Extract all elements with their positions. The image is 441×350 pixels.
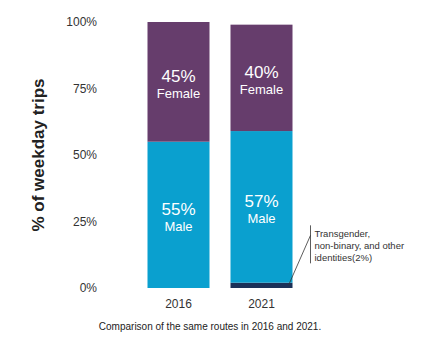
y-tick-label: 25% bbox=[73, 215, 97, 229]
segment-name: Female bbox=[240, 82, 283, 97]
bar-segment bbox=[231, 25, 293, 131]
annotation-line: identities bbox=[315, 252, 353, 263]
data-label: 40% bbox=[244, 63, 278, 82]
segment-name: Male bbox=[164, 219, 192, 234]
bar-segment bbox=[148, 142, 210, 288]
annotation-line: non-binary, and other bbox=[315, 240, 405, 251]
chart: 0%25%50%75%100%% of weekday trips55%Male… bbox=[0, 0, 441, 350]
leader-line bbox=[289, 235, 311, 285]
data-label: 57% bbox=[244, 192, 278, 211]
annotation-line: Transgender, bbox=[315, 228, 371, 239]
bar-segment bbox=[231, 131, 293, 283]
annotation-value: (2%) bbox=[352, 252, 372, 263]
bars bbox=[148, 22, 293, 288]
x-tick-label: 2016 bbox=[165, 297, 192, 311]
data-label: 55% bbox=[161, 200, 195, 219]
annotation-bracket bbox=[310, 225, 311, 263]
y-tick-label: 50% bbox=[73, 148, 97, 162]
annotation-name: Transgender,non-binary, and otheridentit… bbox=[315, 228, 405, 263]
y-tick-label: 0% bbox=[80, 281, 98, 295]
segment-name: Male bbox=[247, 211, 275, 226]
bar-segment bbox=[148, 22, 210, 142]
y-axis-label: % of weekday trips bbox=[29, 78, 48, 231]
data-label: 45% bbox=[161, 67, 195, 86]
y-tick-label: 100% bbox=[66, 15, 97, 29]
y-tick-label: 75% bbox=[73, 82, 97, 96]
bar-segment bbox=[231, 283, 293, 288]
caption: Comparison of the same routes in 2016 an… bbox=[99, 321, 321, 332]
segment-name: Female bbox=[157, 86, 200, 101]
x-tick-label: 2021 bbox=[248, 297, 275, 311]
data-labels: 55%Male45%FemaleTransgender,non-binary, … bbox=[157, 63, 404, 285]
